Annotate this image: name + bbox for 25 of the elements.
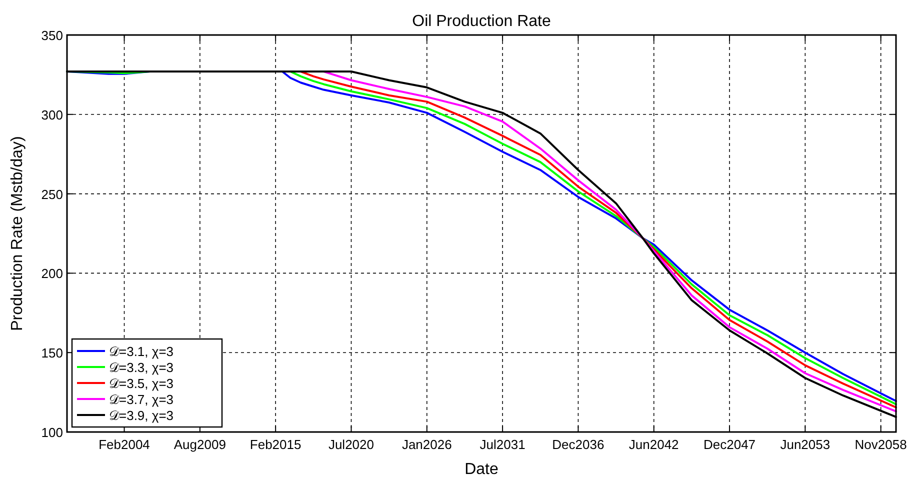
x-tick-label: Feb2004: [98, 437, 150, 452]
x-tick-label: Aug2009: [174, 437, 226, 452]
legend-label: 𝒟=3.9, χ=3: [109, 408, 174, 423]
legend-label: 𝒟=3.5, χ=3: [109, 376, 174, 391]
y-tick-label: 200: [41, 266, 63, 282]
x-tick-label: Jul2020: [328, 437, 374, 452]
y-tick-label: 300: [41, 107, 63, 122]
x-axis-title: Date: [464, 461, 498, 478]
legend-label: 𝒟=3.7, χ=3: [109, 392, 174, 407]
x-tick-label: Jun2042: [628, 437, 679, 452]
x-tick-label: Nov2058: [854, 437, 907, 452]
x-tick-label: Jul2031: [480, 437, 526, 452]
y-tick-label: 150: [41, 346, 63, 361]
y-axis-title: Production Rate (Mstb/day): [9, 136, 26, 331]
x-tick-label: Feb2015: [250, 437, 302, 452]
legend-label: 𝒟=3.3, χ=3: [109, 360, 174, 375]
chart-title: Oil Production Rate: [412, 13, 551, 30]
x-tick-label: Jun2053: [780, 437, 830, 452]
x-tick-label: Jan2026: [402, 437, 452, 452]
y-tick-label: 100: [41, 425, 63, 440]
x-tick-label: Dec2047: [703, 437, 756, 452]
legend-label: 𝒟=3.1, χ=3: [109, 344, 174, 359]
x-tick-label: Dec2036: [552, 437, 604, 452]
y-tick-label: 350: [41, 28, 63, 43]
y-tick-label: 250: [41, 186, 63, 202]
